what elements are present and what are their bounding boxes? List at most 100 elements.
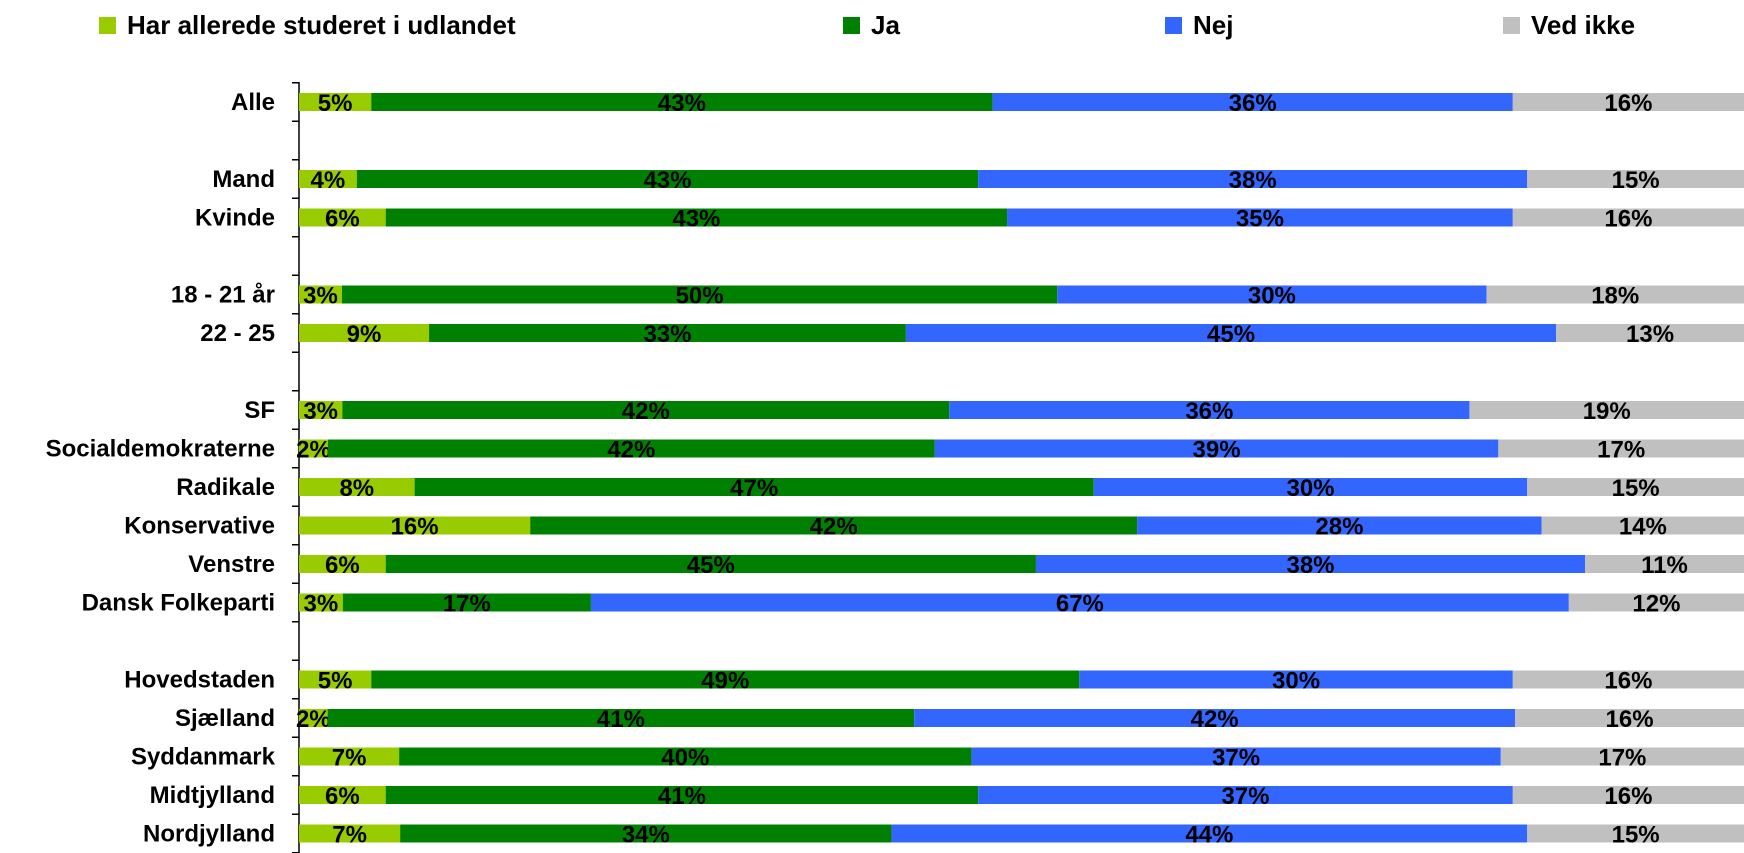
data-label: 44% <box>1185 822 1233 849</box>
bar-segment <box>530 516 1138 535</box>
bar-segment <box>1035 555 1586 573</box>
bar-row: Socialdemokraterne 2% 42% 39% 17% <box>46 436 1744 464</box>
data-label: 18% <box>1591 283 1639 310</box>
data-label: 36% <box>1185 398 1233 425</box>
legend-item-0: Har allerede studeret i udlandet <box>99 10 516 40</box>
category-label: Kvinde <box>195 205 275 232</box>
data-label: 49% <box>701 668 749 695</box>
data-label: 5% <box>318 668 353 695</box>
data-label: 30% <box>1272 668 1320 695</box>
data-label: 2% <box>296 437 331 464</box>
bar-row: Hovedstaden 5% 49% 30% 16% <box>124 667 1744 695</box>
data-label: 19% <box>1583 398 1631 425</box>
bar-segment <box>1057 285 1487 304</box>
bar-segment <box>299 786 386 804</box>
data-label: 15% <box>1612 822 1660 849</box>
data-label: 30% <box>1248 283 1296 310</box>
data-label: 34% <box>622 822 670 849</box>
category-label: Syddanmark <box>131 744 276 771</box>
category-label: Mand <box>212 166 275 193</box>
data-label: 47% <box>730 475 778 502</box>
bar-segment <box>590 593 1569 612</box>
data-label: 42% <box>607 437 655 464</box>
bar-segment <box>914 709 1516 727</box>
category-label: Alle <box>231 89 275 116</box>
category-label: 22 - 25 <box>200 320 275 347</box>
bar-row: SF 3% 42% 36% 19% <box>244 397 1744 425</box>
legend-swatch <box>1503 16 1520 34</box>
bar-segment <box>1079 670 1513 689</box>
bar-row: Alle 5% 43% 36% 16% <box>231 89 1744 117</box>
data-label: 17% <box>1598 745 1646 772</box>
data-label: 16% <box>391 514 439 541</box>
bar-row: Venstre 6% 45% 38% 11% <box>188 551 1744 579</box>
bar-segment <box>299 824 401 843</box>
bar-segment <box>299 170 357 188</box>
data-label: 43% <box>643 167 691 194</box>
bar-segment <box>1527 478 1744 496</box>
bar-segment <box>371 670 1080 689</box>
bar-row: Syddanmark 7% 40% 37% 17% <box>131 744 1744 772</box>
category-label: Socialdemokraterne <box>46 436 275 463</box>
legend-label: Nej <box>1193 9 1234 40</box>
data-label: 6% <box>325 783 360 810</box>
bar-row: Midtjylland 6% 41% 37% 16% <box>150 782 1744 810</box>
bar-segment <box>299 555 386 573</box>
data-label: 39% <box>1193 437 1241 464</box>
data-label: 43% <box>672 206 720 233</box>
data-label: 40% <box>661 745 709 772</box>
legend-item-3: Ved ikke <box>1503 10 1635 40</box>
bar-segment <box>299 285 342 304</box>
category-label: Nordjylland <box>143 821 275 848</box>
legend-label: Har allerede studeret i udlandet <box>127 9 516 40</box>
bar-segment <box>327 709 915 727</box>
data-label: 17% <box>443 591 491 618</box>
bar-segment <box>429 324 906 342</box>
data-label: 38% <box>1286 552 1334 579</box>
bar-segment <box>978 170 1528 188</box>
bar-segment <box>971 747 1501 766</box>
bar-segment <box>1512 93 1744 111</box>
bar-row: Mand 4% 43% 38% 15% <box>212 166 1744 194</box>
bar-segment <box>356 170 979 188</box>
bar-segment <box>371 93 993 111</box>
data-label: 35% <box>1236 206 1284 233</box>
bar-segment <box>414 478 1094 496</box>
bar-segment <box>1541 516 1744 535</box>
bar-row: 18 - 21 år 3% 50% 30% 18% <box>171 282 1744 310</box>
data-label: 37% <box>1221 783 1269 810</box>
data-label: 14% <box>1619 514 1667 541</box>
data-label: 16% <box>1604 206 1652 233</box>
bar-row: Nordjylland 7% 34% 44% 15% <box>143 821 1744 849</box>
bar-row: Kvinde 6% 43% 35% 16% <box>195 205 1744 233</box>
bar-segment <box>1512 670 1744 689</box>
bar-segment <box>342 401 950 419</box>
category-label: SF <box>244 397 275 424</box>
legend-item-2: Nej <box>1165 10 1233 40</box>
legend-item-1: Ja <box>843 10 900 40</box>
bar-segment <box>385 208 1008 227</box>
bar-segment <box>299 593 343 612</box>
data-label: 42% <box>622 398 670 425</box>
data-label: 6% <box>325 206 360 233</box>
data-label: 2% <box>296 706 331 733</box>
bar-segment <box>385 786 979 804</box>
category-label: Hovedstaden <box>124 667 275 694</box>
legend-label: Ja <box>871 9 900 40</box>
category-label: Venstre <box>188 551 275 578</box>
data-label: 16% <box>1604 90 1652 117</box>
bar-segment <box>299 670 372 689</box>
data-label: 28% <box>1315 514 1363 541</box>
data-label: 8% <box>339 475 374 502</box>
data-label: 42% <box>810 514 858 541</box>
bar-row: Sjælland 2% 41% 42% 16% <box>175 705 1744 733</box>
data-label: 3% <box>303 398 338 425</box>
bar-segment <box>1498 439 1744 458</box>
bar-segment <box>949 401 1470 419</box>
data-label: 3% <box>304 591 339 618</box>
category-label: Radikale <box>176 474 275 501</box>
data-label: 12% <box>1632 591 1680 618</box>
data-label: 45% <box>687 552 735 579</box>
data-label: 50% <box>676 283 724 310</box>
